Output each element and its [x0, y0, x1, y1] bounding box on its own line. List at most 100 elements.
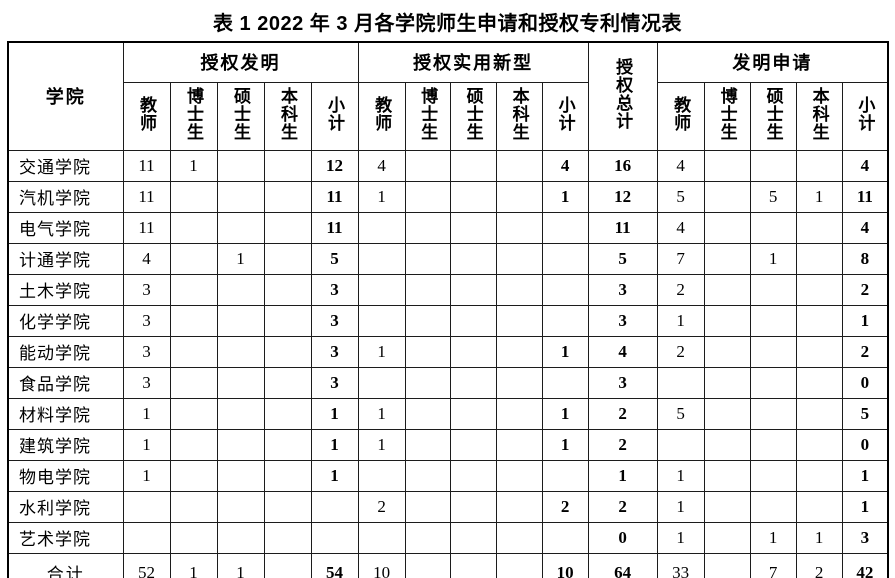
data-cell	[169, 335, 218, 368]
data-cell: 3	[310, 366, 359, 399]
data-cell	[169, 521, 218, 554]
data-cell: 16	[587, 149, 658, 182]
table-row: 汽机学院 11 11 1 1 12 5 5 1 11	[7, 180, 889, 213]
data-cell	[749, 366, 797, 399]
data-cell	[703, 459, 751, 492]
data-cell: 1	[122, 459, 171, 492]
data-cell: 1	[357, 180, 406, 213]
data-cell: 12	[310, 149, 359, 182]
data-cell	[495, 335, 543, 368]
data-cell: 1	[357, 428, 406, 461]
data-cell	[749, 459, 797, 492]
column-header-app-phd: 博士生	[703, 81, 751, 151]
data-cell	[263, 521, 312, 554]
data-cell	[169, 490, 218, 523]
column-header-label: 博士生	[717, 86, 737, 141]
data-cell: 3	[587, 273, 658, 306]
data-cell: 11	[587, 211, 658, 244]
data-cell	[495, 397, 543, 430]
table-row: 交通学院 11 1 12 4 4 16 4 4	[7, 149, 889, 182]
data-cell	[795, 366, 843, 399]
data-cell	[703, 211, 751, 244]
data-cell: 1	[749, 242, 797, 275]
data-cell	[357, 242, 406, 275]
data-cell: 7	[656, 242, 705, 275]
data-cell	[749, 428, 797, 461]
data-cell: 0	[841, 428, 889, 461]
data-cell	[541, 273, 589, 306]
data-cell	[495, 211, 543, 244]
data-cell	[404, 490, 451, 523]
data-cell	[404, 335, 451, 368]
data-cell	[169, 180, 218, 213]
column-header-app-subtotal: 小计	[841, 81, 889, 151]
total-row: 合计 52 1 1 54 10 10 64 33 7 2 42	[7, 552, 889, 578]
page-title: 表 1 2022 年 3 月各学院师生申请和授权专利情况表	[212, 13, 683, 35]
data-cell	[449, 304, 497, 337]
data-cell: 42	[841, 552, 889, 578]
data-cell: 2	[841, 335, 889, 368]
data-cell: 1	[169, 149, 218, 182]
data-cell: 1	[169, 552, 218, 578]
patent-statistics-table: 学院 授权发明 授权实用新型 授权总计 发明申请 教师 博士生 硕士生 本科生 …	[7, 41, 890, 578]
table-row: 能动学院 3 3 1 1 4 2 2	[7, 335, 889, 368]
data-cell: 1	[357, 335, 406, 368]
data-cell	[122, 490, 171, 523]
table-row: 食品学院 3 3 3 0	[7, 366, 889, 399]
data-cell	[216, 397, 265, 430]
data-cell	[263, 552, 312, 578]
data-cell: 3	[587, 366, 658, 399]
data-cell	[795, 490, 843, 523]
column-header-label: 小计	[325, 95, 345, 132]
data-cell	[404, 552, 451, 578]
college-name-cell: 食品学院	[7, 366, 124, 399]
data-cell	[169, 211, 218, 244]
column-header-label: 硕士生	[231, 86, 250, 141]
data-cell	[404, 521, 451, 554]
data-cell: 4	[541, 149, 589, 182]
table-row: 材料学院 1 1 1 1 2 5 5	[7, 397, 889, 430]
data-cell	[357, 459, 406, 492]
column-header-inv-master: 硕士生	[216, 81, 265, 151]
data-cell: 1	[216, 242, 265, 275]
data-cell: 11	[122, 211, 171, 244]
data-cell: 4	[357, 149, 406, 182]
data-cell: 10	[541, 552, 589, 578]
data-cell	[169, 366, 218, 399]
table-row: 水利学院 2 2 2 1 1	[7, 490, 889, 523]
data-cell	[449, 273, 497, 306]
data-cell: 8	[841, 242, 889, 275]
data-cell	[263, 180, 312, 213]
data-cell: 1	[587, 459, 658, 492]
college-name-cell: 汽机学院	[7, 180, 124, 213]
data-cell	[656, 428, 705, 461]
data-cell: 5	[310, 242, 359, 275]
data-cell	[495, 304, 543, 337]
data-cell: 2	[541, 490, 589, 523]
data-cell	[541, 304, 589, 337]
table-row: 电气学院 11 11 11 4 4	[7, 211, 889, 244]
data-cell	[541, 366, 589, 399]
college-name-cell: 计通学院	[7, 242, 124, 275]
data-cell	[263, 273, 312, 306]
group-header-granted-utility-model: 授权实用新型	[357, 41, 589, 83]
column-header-label: 小计	[555, 95, 575, 132]
data-cell	[216, 459, 265, 492]
data-cell: 5	[841, 397, 889, 430]
data-cell: 5	[587, 242, 658, 275]
college-name-cell: 交通学院	[7, 149, 124, 182]
column-header-label: 硕士生	[463, 86, 483, 141]
data-cell: 3	[122, 273, 171, 306]
data-cell: 1	[310, 459, 359, 492]
data-cell	[404, 273, 451, 306]
data-cell: 11	[310, 211, 359, 244]
data-cell: 5	[656, 397, 705, 430]
data-cell	[357, 304, 406, 337]
data-cell: 1	[541, 180, 589, 213]
data-cell	[495, 459, 543, 492]
data-cell	[404, 428, 451, 461]
column-header-label: 教师	[671, 95, 691, 132]
column-header-inv-phd: 博士生	[169, 81, 218, 151]
data-cell	[795, 397, 843, 430]
data-cell	[263, 304, 312, 337]
